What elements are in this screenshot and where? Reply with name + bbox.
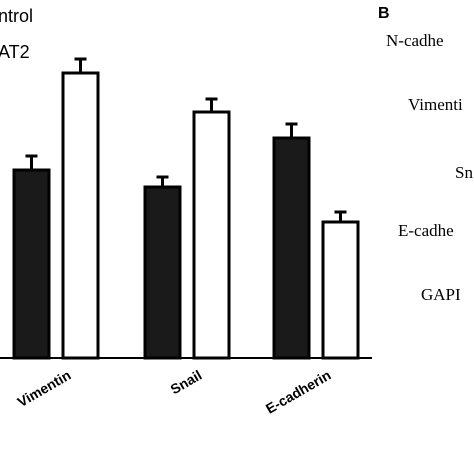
x-tick-label: Vimentin (15, 367, 74, 410)
bar (321, 220, 360, 360)
x-tick-label: E-cadherin (263, 367, 334, 417)
blot-label: E-cadhe (398, 221, 454, 240)
bar (61, 71, 100, 360)
legend-label: ntrol (0, 6, 33, 26)
blot-label: N-cadhe (386, 31, 444, 50)
bar (272, 136, 311, 360)
legend-label: AT2 (0, 42, 30, 62)
blot-label: Sn (455, 163, 473, 182)
x-tick-label: Snail (168, 367, 205, 398)
bar (143, 185, 182, 360)
bar (192, 110, 231, 360)
panel-letter: B (378, 5, 390, 22)
blot-label: GAPI (421, 285, 461, 304)
blot-label: Vimenti (408, 95, 463, 114)
bar (12, 168, 51, 360)
